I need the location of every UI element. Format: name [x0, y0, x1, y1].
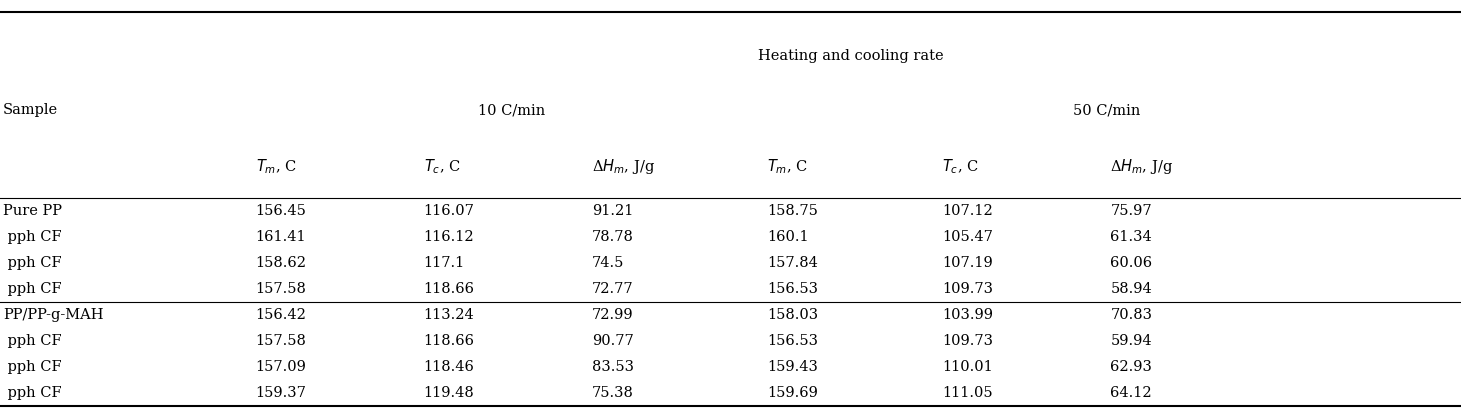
Text: $T_m$, C: $T_m$, C — [767, 157, 808, 176]
Text: 158.03: 158.03 — [767, 307, 818, 322]
Text: 116.12: 116.12 — [424, 230, 475, 244]
Text: 91.21: 91.21 — [592, 203, 633, 218]
Text: pph CF: pph CF — [3, 334, 61, 348]
Text: 105.47: 105.47 — [942, 230, 993, 244]
Text: 109.73: 109.73 — [942, 282, 993, 296]
Text: Pure PP: Pure PP — [3, 203, 61, 218]
Text: 70.83: 70.83 — [1110, 307, 1153, 322]
Text: 159.69: 159.69 — [767, 386, 818, 400]
Text: $T_c$, C: $T_c$, C — [942, 157, 979, 176]
Text: pph CF: pph CF — [3, 282, 61, 296]
Text: 116.07: 116.07 — [424, 203, 475, 218]
Text: 156.53: 156.53 — [767, 334, 818, 348]
Text: 64.12: 64.12 — [1110, 386, 1151, 400]
Text: Δ$H_m$, J/g: Δ$H_m$, J/g — [592, 157, 655, 176]
Text: pph CF: pph CF — [3, 230, 61, 244]
Text: 119.48: 119.48 — [424, 386, 475, 400]
Text: 74.5: 74.5 — [592, 255, 624, 270]
Text: Sample: Sample — [3, 103, 58, 117]
Text: 50 C/min: 50 C/min — [1072, 103, 1141, 117]
Text: 107.12: 107.12 — [942, 203, 993, 218]
Text: 159.37: 159.37 — [256, 386, 307, 400]
Text: 110.01: 110.01 — [942, 359, 993, 374]
Text: 118.66: 118.66 — [424, 282, 475, 296]
Text: 72.77: 72.77 — [592, 282, 633, 296]
Text: 113.24: 113.24 — [424, 307, 475, 322]
Text: 157.58: 157.58 — [256, 334, 307, 348]
Text: 158.62: 158.62 — [256, 255, 307, 270]
Text: 160.1: 160.1 — [767, 230, 808, 244]
Text: 157.58: 157.58 — [256, 282, 307, 296]
Text: PP/PP-g-MAH: PP/PP-g-MAH — [3, 307, 104, 322]
Text: pph CF: pph CF — [3, 359, 61, 374]
Text: pph CF: pph CF — [3, 255, 61, 270]
Text: 72.99: 72.99 — [592, 307, 633, 322]
Text: 103.99: 103.99 — [942, 307, 993, 322]
Text: 156.42: 156.42 — [256, 307, 307, 322]
Text: 75.97: 75.97 — [1110, 203, 1151, 218]
Text: Δ$H_m$, J/g: Δ$H_m$, J/g — [1110, 157, 1173, 176]
Text: 83.53: 83.53 — [592, 359, 634, 374]
Text: 109.73: 109.73 — [942, 334, 993, 348]
Text: 157.09: 157.09 — [256, 359, 307, 374]
Text: 111.05: 111.05 — [942, 386, 993, 400]
Text: 118.46: 118.46 — [424, 359, 475, 374]
Text: 78.78: 78.78 — [592, 230, 634, 244]
Text: 161.41: 161.41 — [256, 230, 307, 244]
Text: 107.19: 107.19 — [942, 255, 993, 270]
Text: 58.94: 58.94 — [1110, 282, 1153, 296]
Text: 157.84: 157.84 — [767, 255, 818, 270]
Text: Heating and cooling rate: Heating and cooling rate — [758, 49, 944, 63]
Text: 118.66: 118.66 — [424, 334, 475, 348]
Text: $T_c$, C: $T_c$, C — [424, 157, 460, 176]
Text: 59.94: 59.94 — [1110, 334, 1151, 348]
Text: 75.38: 75.38 — [592, 386, 634, 400]
Text: 117.1: 117.1 — [424, 255, 465, 270]
Text: 10 C/min: 10 C/min — [478, 103, 545, 117]
Text: $T_m$, C: $T_m$, C — [256, 157, 297, 176]
Text: 62.93: 62.93 — [1110, 359, 1153, 374]
Text: 61.34: 61.34 — [1110, 230, 1153, 244]
Text: pph CF: pph CF — [3, 386, 61, 400]
Text: 90.77: 90.77 — [592, 334, 634, 348]
Text: 60.06: 60.06 — [1110, 255, 1153, 270]
Text: 159.43: 159.43 — [767, 359, 818, 374]
Text: 156.45: 156.45 — [256, 203, 307, 218]
Text: 158.75: 158.75 — [767, 203, 818, 218]
Text: 156.53: 156.53 — [767, 282, 818, 296]
